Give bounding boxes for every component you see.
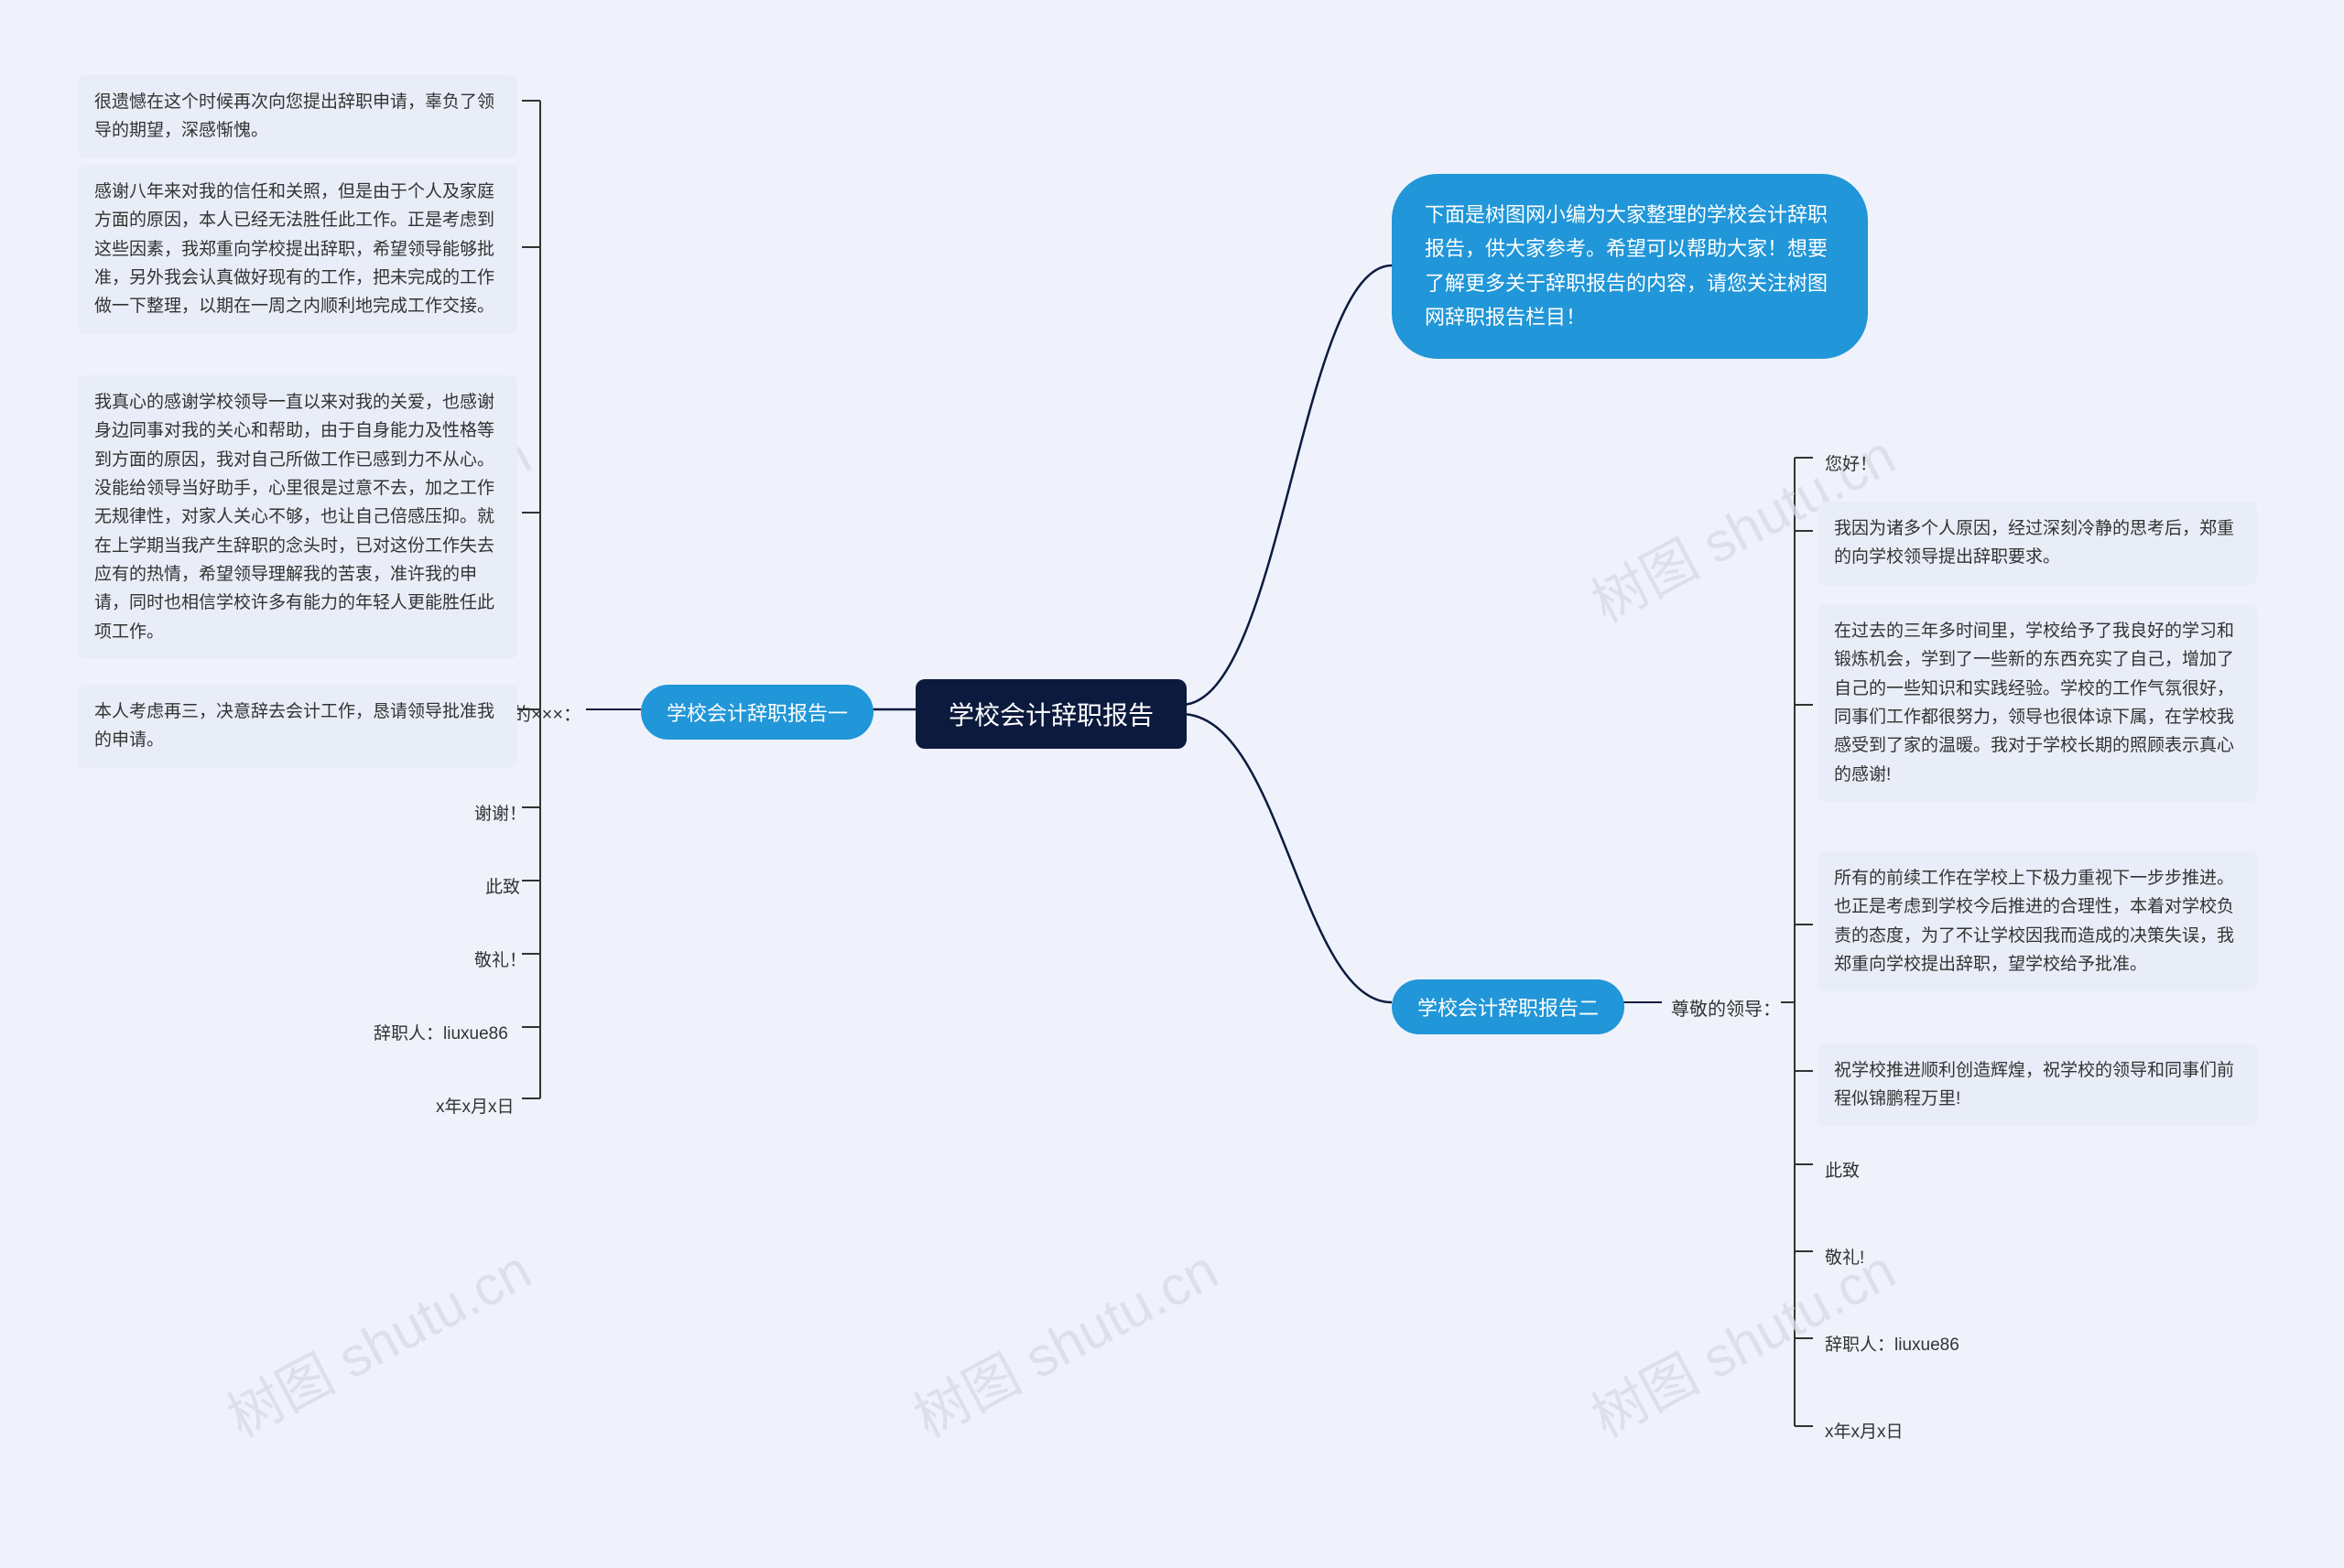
- intro-node[interactable]: 下面是树图网小编为大家整理的学校会计辞职报告，供大家参考。希望可以帮助大家！想要…: [1392, 174, 1868, 359]
- branch1-leaf-7[interactable]: 辞职人：liuxue86: [366, 1016, 515, 1048]
- watermark-3: 树图 shutu.cn: [898, 1227, 1230, 1453]
- mindmap-canvas: 树图 shutu.cn树图 shutu.cn树图 shutu.cn树图 shut…: [0, 0, 2344, 1568]
- root-node[interactable]: 学校会计辞职报告: [916, 679, 1187, 749]
- branch2-leaf-2[interactable]: 在过去的三年多时间里，学校给予了我良好的学习和锻炼机会，学到了一些新的东西充实了…: [1818, 604, 2257, 802]
- branch1-leaf-1[interactable]: 感谢八年来对我的信任和关照，但是由于个人及家庭方面的原因，本人已经无法胜任此工作…: [78, 165, 517, 334]
- watermark-2: 树图 shutu.cn: [212, 1227, 543, 1453]
- branch1-leaf-5[interactable]: 此致: [478, 870, 527, 902]
- branch2-leaf-6[interactable]: 敬礼!: [1818, 1240, 1872, 1272]
- branch2-leaf-3[interactable]: 所有的前续工作在学校上下极力重视下一步步推进。也正是考虑到学校今后推进的合理性，…: [1818, 851, 2257, 991]
- branch2-sub[interactable]: 尊敬的领导：: [1662, 990, 1790, 1024]
- branch1-leaf-0[interactable]: 很遗憾在这个时候再次向您提出辞职申请，辜负了领导的期望，深感惭愧。: [78, 75, 517, 158]
- branch1-node[interactable]: 学校会计辞职报告一: [641, 685, 874, 740]
- branch2-leaf-4[interactable]: 祝学校推进顺利创造辉煌，祝学校的领导和同事们前程似锦鹏程万里!: [1818, 1044, 2257, 1127]
- branch2-leaf-7[interactable]: 辞职人：liuxue86: [1818, 1327, 1967, 1359]
- branch1-leaf-2[interactable]: 我真心的感谢学校领导一直以来对我的关爱，也感谢身边同事对我的关心和帮助，由于自身…: [78, 375, 517, 659]
- branch1-leaf-4[interactable]: 谢谢！: [467, 796, 534, 828]
- branch2-node[interactable]: 学校会计辞职报告二: [1392, 979, 1624, 1034]
- branch2-leaf-0[interactable]: 您好！: [1818, 447, 1884, 479]
- branch1-leaf-8[interactable]: x年x月x日: [429, 1089, 522, 1121]
- branch2-leaf-1[interactable]: 我因为诸多个人原因，经过深刻冷静的思考后，郑重的向学校领导提出辞职要求。: [1818, 502, 2257, 585]
- branch1-leaf-3[interactable]: 本人考虑再三，决意辞去会计工作，恳请领导批准我的申请。: [78, 685, 517, 768]
- branch2-leaf-5[interactable]: 此致: [1818, 1153, 1867, 1185]
- branch1-leaf-6[interactable]: 敬礼！: [467, 943, 534, 975]
- branch2-leaf-8[interactable]: x年x月x日: [1818, 1414, 1911, 1446]
